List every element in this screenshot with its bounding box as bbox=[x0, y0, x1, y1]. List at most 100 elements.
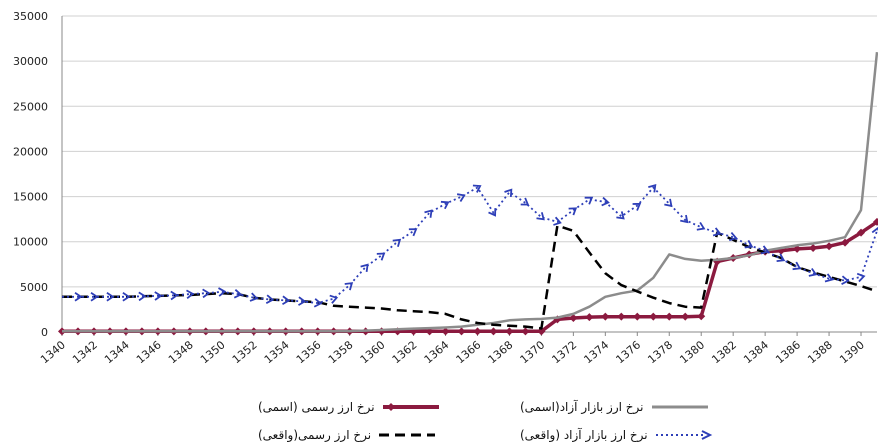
series-0-point-36 bbox=[633, 312, 642, 321]
series-3-point-29 bbox=[520, 197, 530, 206]
series-3-point-34 bbox=[601, 196, 610, 207]
legend-label-free-real: نرخ ارز بازار آزاد (واقعی) bbox=[520, 428, 648, 442]
series-3-point-49 bbox=[841, 275, 850, 285]
series-0-point-48 bbox=[825, 242, 834, 251]
series-line-2 bbox=[62, 224, 878, 330]
series-group bbox=[58, 51, 878, 336]
series-0-point-50 bbox=[857, 228, 866, 237]
series-0-point-27 bbox=[489, 327, 498, 336]
series-3-point-14 bbox=[282, 295, 291, 306]
series-0-point-35 bbox=[617, 312, 626, 321]
series-3-point-20 bbox=[376, 252, 386, 261]
series-3-point-41 bbox=[712, 227, 722, 237]
series-line-1 bbox=[62, 51, 878, 333]
series-3-point-31 bbox=[553, 216, 562, 226]
series-3-point-27 bbox=[488, 208, 497, 217]
x-tick-label-1362: 1362 bbox=[390, 338, 420, 366]
series-3-point-6 bbox=[154, 291, 163, 301]
series-3-point-4 bbox=[122, 292, 131, 302]
y-tick-label-5000: 5000 bbox=[20, 281, 48, 294]
series-3-point-8 bbox=[186, 289, 195, 300]
series-3-point-40 bbox=[696, 221, 706, 231]
series-1 bbox=[62, 51, 878, 333]
series-0-point-38 bbox=[665, 312, 674, 321]
legend-swatch-free-nominal bbox=[651, 405, 708, 409]
series-3-point-13 bbox=[265, 294, 275, 304]
series-0-point-29 bbox=[521, 327, 530, 336]
series-0-point-25 bbox=[457, 327, 466, 336]
series-3-point-46 bbox=[792, 261, 802, 271]
x-tick-label-1342: 1342 bbox=[70, 338, 100, 366]
y-tick-label-30000: 30000 bbox=[13, 55, 48, 68]
series-3-point-37 bbox=[648, 184, 657, 193]
series-0-point-32 bbox=[569, 314, 578, 323]
y-tick-label-10000: 10000 bbox=[13, 236, 48, 249]
x-tick-label-1382: 1382 bbox=[709, 338, 739, 366]
series-0-point-26 bbox=[473, 327, 482, 336]
series-3-point-7 bbox=[170, 290, 179, 301]
series-0-point-47 bbox=[809, 244, 818, 253]
series-2 bbox=[62, 224, 878, 330]
series-3-point-45 bbox=[776, 253, 786, 262]
legend-item-free-real: نرخ ارز بازار آزاد (واقعی) bbox=[520, 428, 714, 442]
y-tick-label-0: 0 bbox=[41, 326, 48, 339]
series-3-point-22 bbox=[408, 228, 418, 237]
series-3-point-15 bbox=[298, 296, 307, 306]
x-tick-label-1356: 1356 bbox=[294, 338, 324, 366]
series-0-point-33 bbox=[585, 313, 594, 322]
series-0-point-37 bbox=[649, 312, 658, 321]
series-0-point-39 bbox=[681, 312, 690, 321]
series-3-point-24 bbox=[440, 200, 450, 210]
legend-swatch-official-real bbox=[379, 433, 436, 437]
x-tick-label-1358: 1358 bbox=[326, 338, 356, 366]
series-3-point-12 bbox=[249, 292, 259, 302]
series-3-point-42 bbox=[728, 231, 738, 242]
series-3-point-36 bbox=[632, 203, 642, 211]
series-3-point-5 bbox=[138, 291, 147, 302]
legend-item-official-nominal: نرخ ارز رسمی (اسمی) bbox=[258, 400, 441, 414]
legend-item-official-real: نرخ ارز رسمی(واقعی) bbox=[258, 428, 437, 442]
series-0-point-24 bbox=[441, 327, 450, 336]
series-3-point-28 bbox=[504, 188, 513, 197]
series-3-point-43 bbox=[744, 239, 754, 249]
x-tick-label-1380: 1380 bbox=[677, 338, 707, 366]
series-3-point-16 bbox=[313, 298, 323, 308]
series-3-point-18 bbox=[344, 282, 354, 291]
series-3-point-17 bbox=[329, 294, 339, 304]
series-3-point-32 bbox=[568, 207, 578, 216]
y-tick-labels: 0 5000 10000 15000 20000 25000 30000 35000 bbox=[13, 10, 48, 339]
x-tick-label-1346: 1346 bbox=[134, 338, 164, 366]
x-tick-label-1390: 1390 bbox=[837, 338, 867, 366]
series-3 bbox=[62, 184, 878, 308]
series-3-point-44 bbox=[760, 245, 770, 255]
series-3-point-39 bbox=[680, 214, 689, 224]
y-tick-label-25000: 25000 bbox=[13, 100, 48, 113]
x-tick-label-1340: 1340 bbox=[38, 338, 68, 366]
series-0-point-28 bbox=[505, 327, 514, 336]
series-3-point-51 bbox=[871, 226, 878, 236]
series-3-point-26 bbox=[472, 184, 482, 193]
series-3-point-19 bbox=[360, 263, 369, 273]
grid-lines bbox=[62, 15, 877, 288]
x-tick-label-1360: 1360 bbox=[358, 338, 388, 366]
y-tick-label-15000: 15000 bbox=[13, 191, 48, 204]
x-tick-label-1386: 1386 bbox=[773, 338, 803, 366]
x-tick-label-1350: 1350 bbox=[198, 338, 228, 366]
series-3-point-25 bbox=[456, 193, 466, 202]
legend-label-official-real: نرخ ارز رسمی(واقعی) bbox=[258, 428, 372, 442]
x-tick-label-1344: 1344 bbox=[102, 338, 132, 366]
series-3-point-48 bbox=[824, 273, 834, 283]
y-tick-label-20000: 20000 bbox=[13, 145, 48, 158]
series-3-point-35 bbox=[616, 211, 625, 220]
series-0-point-46 bbox=[793, 244, 802, 253]
axes bbox=[61, 16, 877, 336]
series-3-point-47 bbox=[808, 267, 818, 277]
series-3-point-2 bbox=[90, 292, 99, 302]
x-tick-label-1384: 1384 bbox=[741, 338, 771, 366]
x-tick-labels: 1340 1342 1344 1346 1348 1350 1352 1354 1356 1358… bbox=[38, 338, 867, 366]
x-tick-label-1374: 1374 bbox=[581, 338, 611, 366]
series-line-0 bbox=[62, 220, 878, 334]
x-tick-label-1352: 1352 bbox=[230, 338, 260, 366]
series-0-point-40 bbox=[697, 312, 706, 321]
